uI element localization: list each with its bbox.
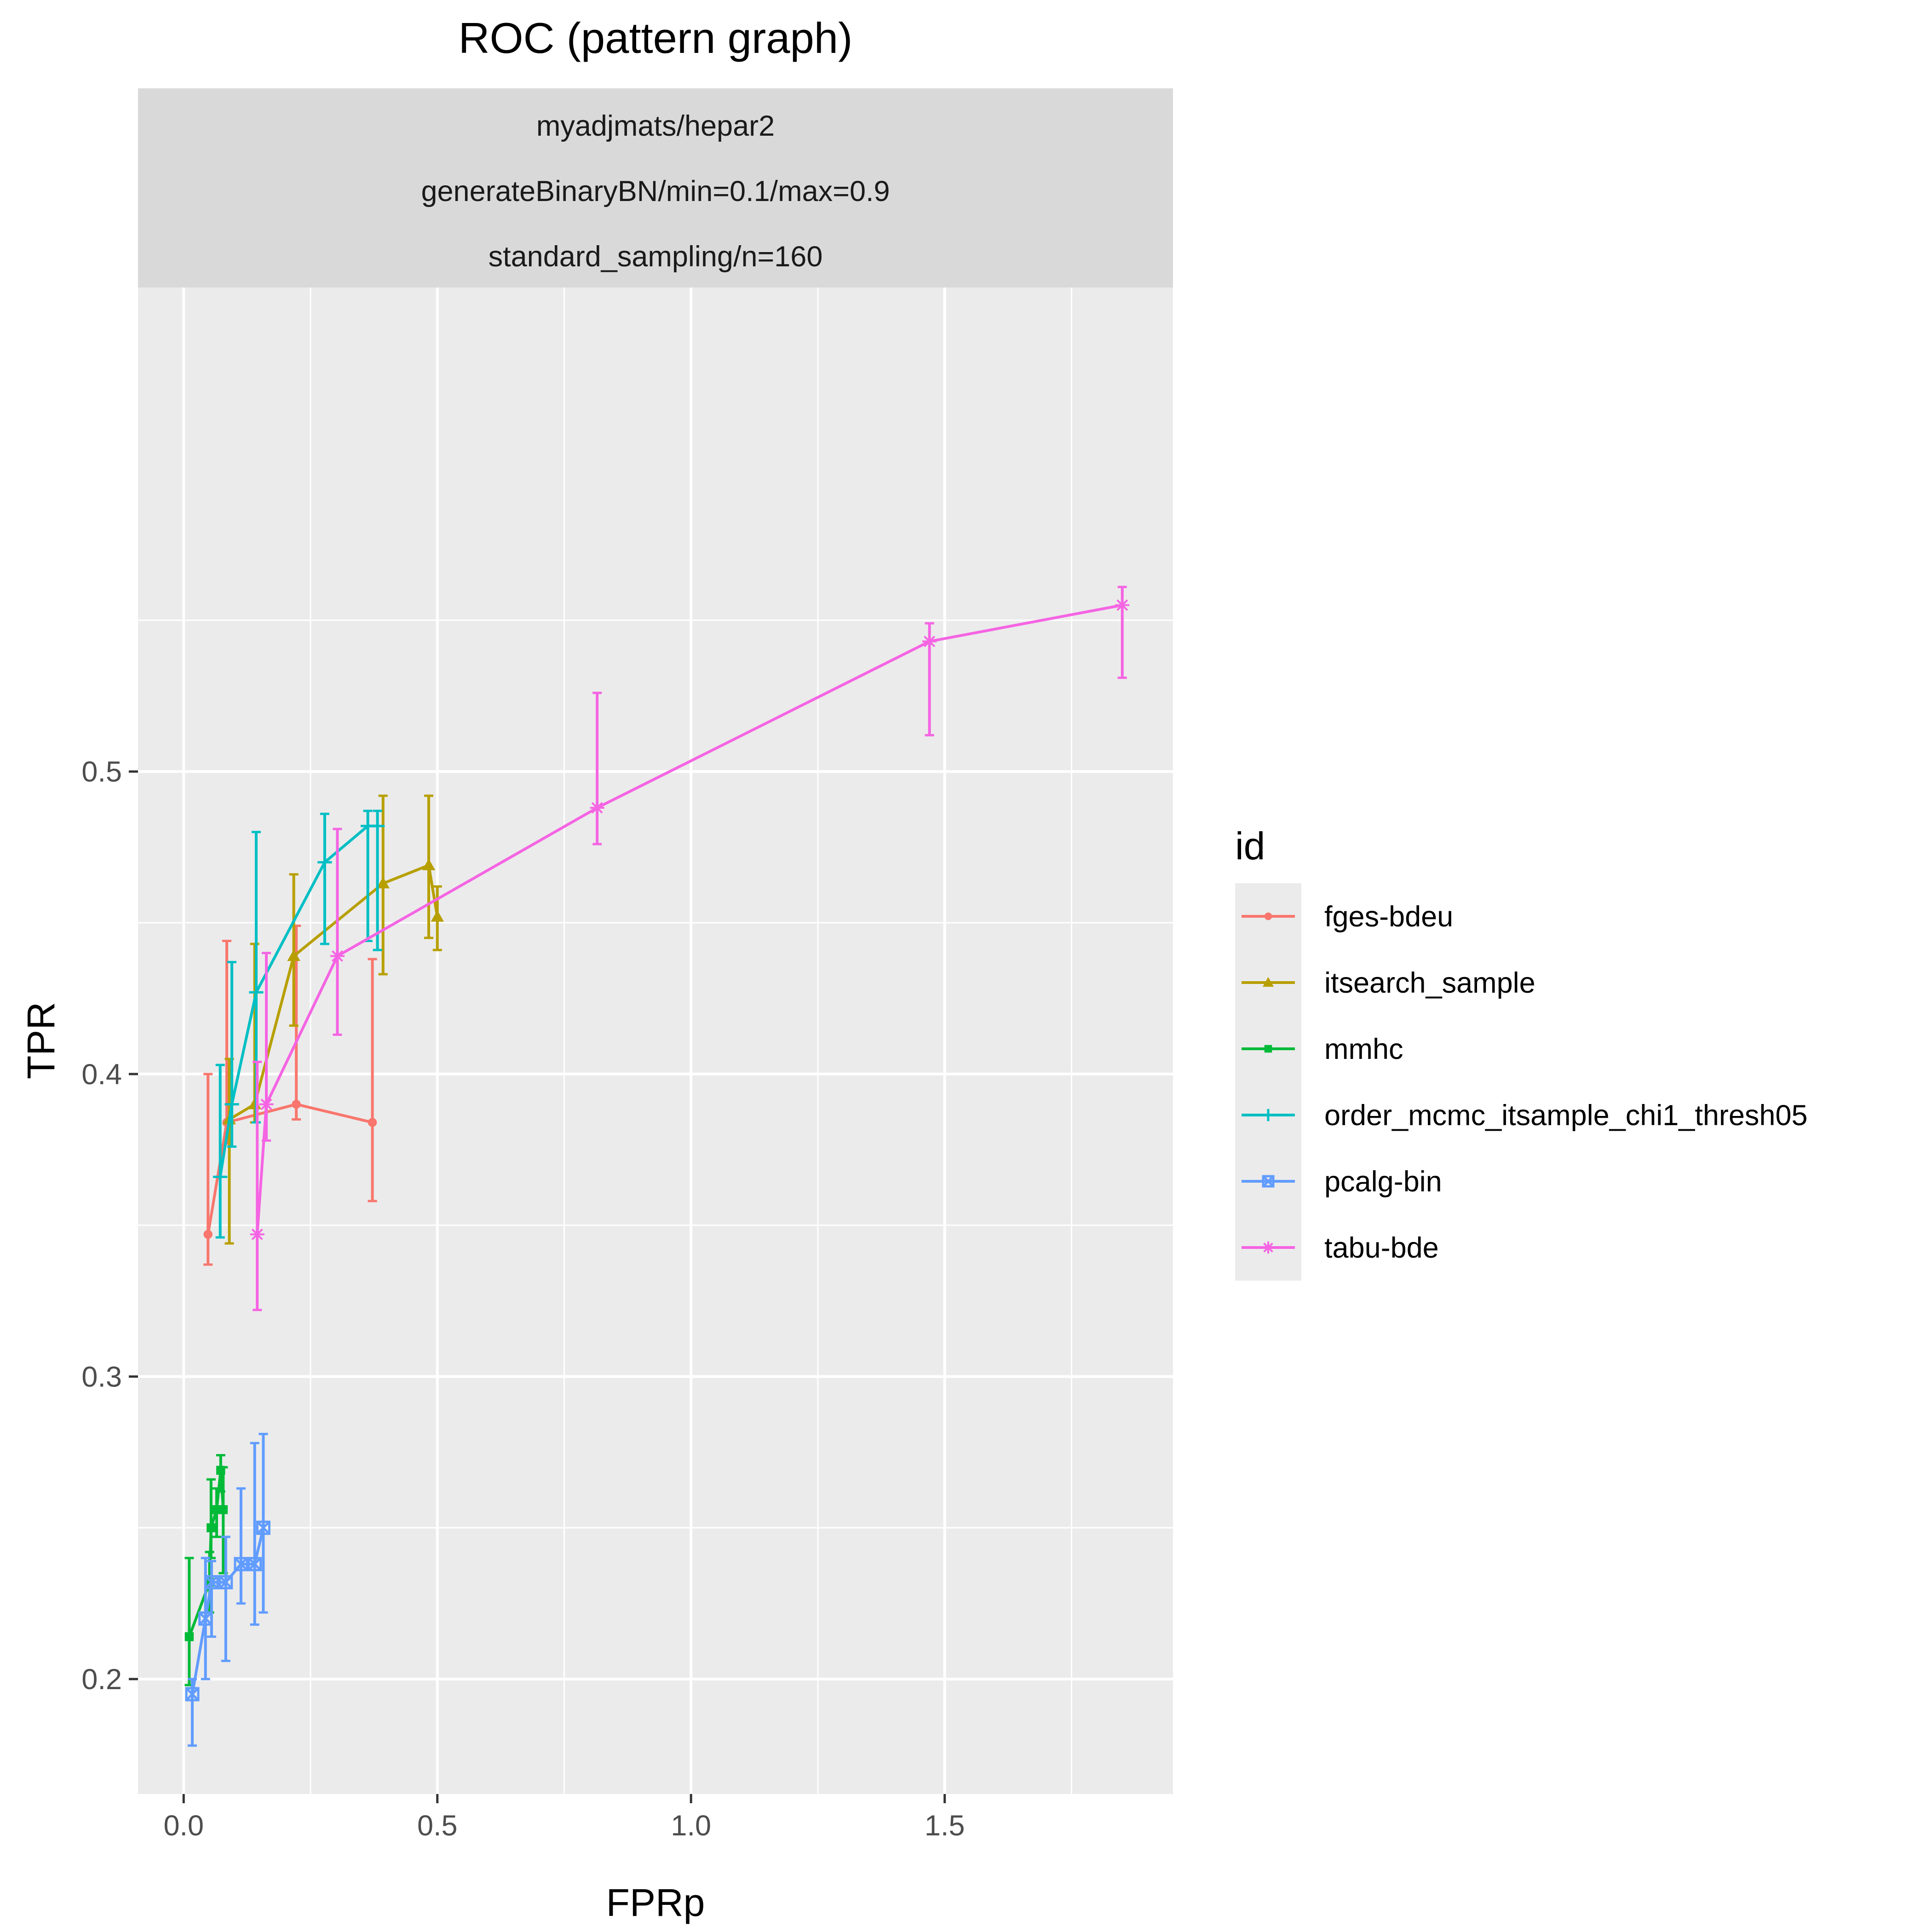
data-point	[292, 1099, 301, 1109]
data-point	[213, 1169, 228, 1184]
legend-key-background	[1235, 883, 1301, 1281]
y-tick-label: 0.4	[81, 1058, 122, 1091]
data-point	[204, 1575, 219, 1590]
data-point	[203, 1230, 213, 1239]
legend-item-order_mcmc_itsample_chi1_thresh05: order_mcmc_itsample_chi1_thresh05	[1242, 1099, 1808, 1132]
series-order_mcmc_itsample_chi1_thresh05	[213, 810, 385, 1239]
legend-label: pcalg-bin	[1324, 1166, 1442, 1198]
data-point	[1115, 598, 1130, 613]
x-tick-label: 0.0	[163, 1810, 204, 1842]
data-point	[1264, 912, 1272, 920]
data-point	[198, 1611, 213, 1626]
data-point	[224, 1097, 239, 1112]
x-tick-label: 0.5	[417, 1810, 458, 1842]
data-point	[1264, 1045, 1272, 1053]
chart-title: ROC (pattern graph)	[459, 14, 853, 62]
facet-strip-label-2: generateBinaryBN/min=0.1/max=0.9	[421, 175, 890, 207]
data-point	[216, 1466, 225, 1475]
data-point	[330, 949, 345, 963]
facet-strip-label-1: myadjmats/hepar2	[536, 110, 775, 142]
gridlines-minor	[138, 288, 1173, 1794]
y-axis-title: TPR	[19, 1002, 63, 1079]
data-point	[1262, 1109, 1275, 1121]
legend-label: tabu-bde	[1324, 1232, 1439, 1264]
data-point	[218, 1575, 233, 1590]
facet-strip	[138, 88, 1173, 288]
data-point	[317, 855, 332, 870]
y-tick-label: 0.3	[81, 1361, 122, 1393]
data-point	[287, 949, 300, 961]
series-line	[207, 1103, 373, 1235]
legend-label: itsearch_sample	[1324, 967, 1535, 999]
legend-item-pcalg-bin: pcalg-bin	[1242, 1166, 1442, 1198]
data-point	[1262, 977, 1274, 987]
data-point	[234, 1557, 248, 1571]
x-tick-label: 1.5	[925, 1810, 965, 1842]
legend-title: id	[1235, 824, 1265, 868]
data-point	[185, 1687, 200, 1702]
legend-item-tabu-bde: tabu-bde	[1242, 1232, 1439, 1264]
gridlines-major	[138, 288, 1173, 1794]
y-tick-label: 0.2	[81, 1663, 122, 1696]
data-point	[922, 634, 937, 649]
data-point	[376, 877, 390, 889]
y-axis: 0.2 0.3 0.4 0.5	[81, 756, 138, 1696]
data-point	[370, 818, 385, 834]
data-point	[1262, 1241, 1275, 1254]
x-axis-title: FPRp	[606, 1881, 705, 1924]
y-tick-label: 0.5	[81, 756, 122, 788]
data-point	[247, 1557, 262, 1571]
data-point	[249, 985, 264, 1000]
legend-item-itsearch_sample: itsearch_sample	[1242, 967, 1535, 999]
legend-label: fges-bdeu	[1324, 901, 1453, 933]
data-point	[207, 1523, 216, 1533]
data-point	[431, 910, 444, 922]
legend-label: mmhc	[1324, 1033, 1403, 1065]
data-point	[1262, 1175, 1275, 1188]
data-point	[250, 1227, 264, 1242]
data-point	[259, 1097, 274, 1112]
legend-item-fges-bdeu: fges-bdeu	[1242, 901, 1453, 933]
data-point	[256, 1520, 270, 1535]
data-point	[422, 858, 436, 870]
x-axis: 0.0 0.5 1.0 1.5	[163, 1794, 965, 1842]
series-pcalg-bin	[185, 1432, 270, 1747]
series-line	[256, 604, 1123, 1235]
series-fges-bdeu	[203, 925, 377, 1266]
x-tick-label: 1.0	[671, 1810, 711, 1842]
data-point	[218, 1505, 228, 1514]
facet-strip-label-3: standard_sampling/n=160	[489, 241, 823, 273]
data-series	[184, 586, 1130, 1747]
data-point	[368, 1118, 377, 1127]
legend-item-mmhc: mmhc	[1242, 1033, 1403, 1065]
plot-panel	[138, 288, 1173, 1794]
series-tabu-bde	[250, 586, 1130, 1311]
data-point	[184, 1632, 194, 1641]
data-point	[590, 800, 604, 815]
legend-label: order_mcmc_itsample_chi1_thresh05	[1324, 1099, 1808, 1132]
